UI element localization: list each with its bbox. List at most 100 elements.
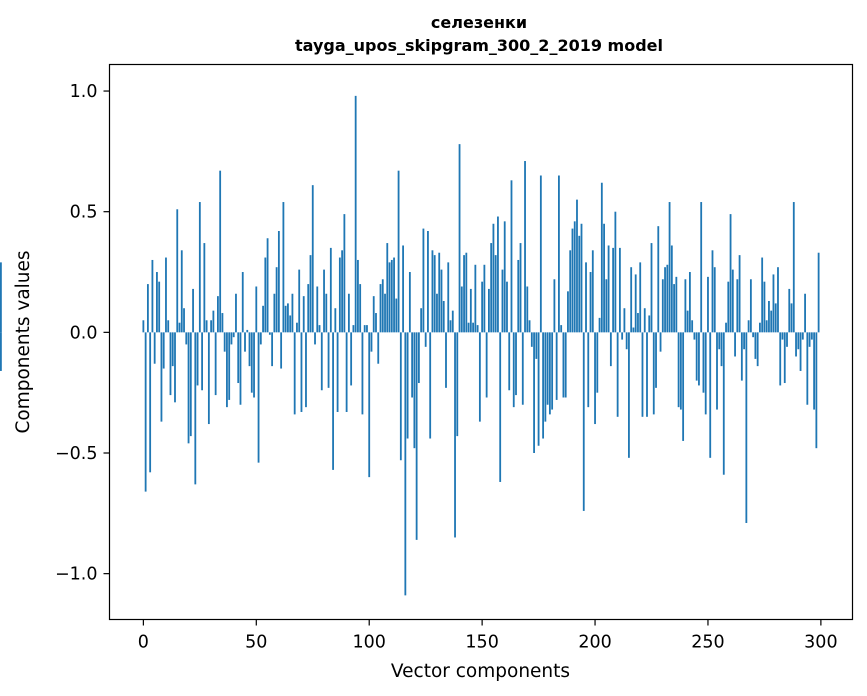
bar-15	[176, 209, 179, 333]
bar-295	[808, 332, 811, 347]
chart-subtitle: tayga_upos_skipgram_300_2_2019 model	[295, 36, 663, 55]
bars-group	[0, 95, 820, 596]
bar-20	[187, 332, 190, 444]
bar-45	[244, 332, 246, 352]
bar-11	[167, 320, 170, 333]
bar-55	[266, 238, 269, 333]
bar-83	[329, 247, 332, 333]
bar-248	[702, 332, 705, 393]
bar-177	[542, 332, 545, 439]
bar-103	[375, 313, 377, 333]
bar-271	[754, 332, 757, 359]
bar-105	[379, 284, 382, 333]
bar-143	[465, 252, 468, 333]
bar-23	[194, 332, 197, 485]
bar-174	[535, 332, 538, 359]
bar-49	[253, 332, 255, 398]
bar-80	[323, 269, 325, 333]
x-tick-label: 200	[578, 633, 611, 653]
bar-296	[810, 332, 813, 340]
bar-178	[544, 332, 547, 422]
bar-170	[526, 286, 529, 333]
bar-118	[408, 272, 411, 333]
bar-262	[734, 332, 736, 357]
bar-26	[201, 332, 203, 391]
x-tick-label: 300	[804, 633, 837, 653]
bar-73	[307, 284, 310, 333]
bar-172	[530, 332, 533, 347]
bar-79	[320, 332, 323, 391]
bar-47	[248, 332, 251, 367]
bar-65	[289, 315, 292, 333]
bar-52	[259, 332, 262, 345]
bar-82	[327, 332, 330, 388]
bar-7	[158, 281, 161, 333]
bar-86	[336, 332, 339, 412]
bar-250	[707, 276, 709, 333]
bar-216	[630, 267, 633, 333]
bar-197	[587, 332, 590, 408]
bar-153	[488, 288, 490, 333]
bar-2	[146, 284, 149, 333]
bar-220	[639, 262, 642, 333]
bar-198	[589, 272, 592, 333]
x-axis-ticks: 0 50 100 150 200 250 300	[138, 619, 838, 653]
bar-62	[282, 202, 285, 333]
bar-238	[679, 332, 682, 410]
bar-180	[548, 332, 551, 415]
bar-50	[255, 286, 258, 333]
bar-53	[262, 305, 264, 333]
bar-125	[424, 332, 427, 347]
bar-282	[779, 332, 782, 386]
bar-149	[478, 332, 481, 422]
bar-279	[772, 274, 775, 333]
bar-124	[422, 228, 425, 333]
bar-185	[560, 325, 563, 333]
bar-249	[704, 332, 707, 415]
chart-title: селезенки	[431, 13, 527, 32]
bar-138	[454, 332, 456, 538]
bar-51	[257, 332, 260, 463]
bar-244	[693, 332, 696, 340]
bar-99	[366, 325, 368, 333]
x-axis-label: Vector components	[391, 661, 570, 682]
bar-44	[241, 272, 244, 333]
bar-27	[203, 243, 206, 333]
bar-122	[417, 332, 420, 384]
bar-231	[664, 267, 666, 333]
bar-251	[709, 332, 712, 458]
bar-71	[302, 296, 305, 333]
bar-148	[476, 325, 479, 333]
bar-38	[228, 332, 231, 400]
bar-128	[431, 250, 434, 333]
x-tick-label: 0	[138, 633, 149, 653]
bar-236	[675, 276, 678, 333]
bar-283	[781, 332, 784, 340]
bar-117	[406, 332, 409, 439]
bar-132	[440, 269, 443, 333]
bar-141	[460, 286, 463, 333]
bar-154	[490, 243, 493, 333]
bar-267	[745, 332, 748, 523]
y-tick-label: −0.5	[55, 444, 98, 464]
bar-206	[607, 245, 610, 333]
bar-87	[338, 257, 341, 333]
bar-233	[668, 202, 671, 333]
bar-100	[368, 332, 371, 478]
bar-266	[743, 332, 746, 350]
bar-22	[192, 288, 194, 333]
bar-92	[350, 332, 353, 386]
bar-240	[684, 279, 687, 333]
bar-168	[521, 332, 524, 405]
bar-46	[246, 329, 249, 333]
bar-61	[280, 332, 283, 369]
bar-171	[528, 320, 531, 333]
bar-60	[277, 231, 280, 333]
bar-204	[603, 223, 605, 333]
bar-210	[616, 332, 619, 417]
x-tick-label: 50	[245, 633, 267, 653]
bar-253	[713, 267, 716, 333]
bar-215	[628, 332, 630, 458]
bar-112	[395, 298, 398, 333]
bar-21	[189, 332, 192, 437]
